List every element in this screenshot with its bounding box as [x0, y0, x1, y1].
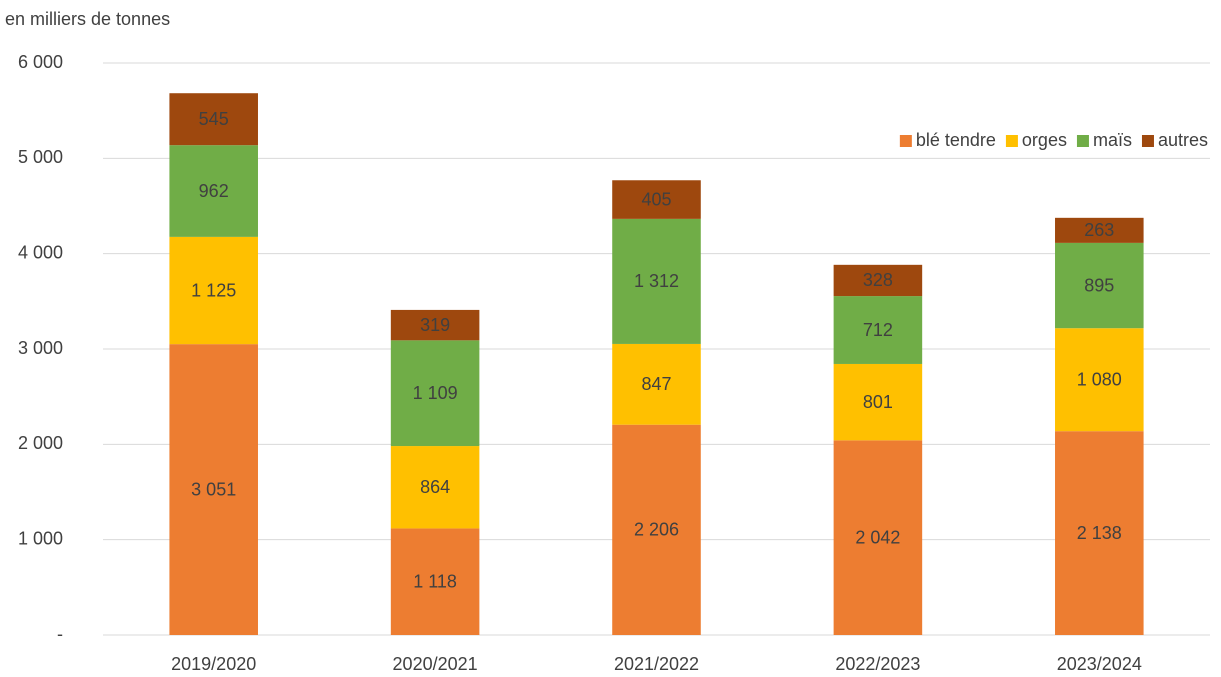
data-label: 405: [641, 189, 671, 209]
legend-swatch: [1076, 135, 1089, 147]
bar-segment: [1055, 328, 1144, 432]
y-tick-label: 6 000: [18, 52, 63, 72]
bar-segment: [833, 440, 923, 635]
y-tick-label: 1 000: [18, 528, 63, 548]
y-tick-label: 4 000: [18, 242, 63, 262]
legend-swatch: [1141, 135, 1154, 147]
bar-segment: [1055, 431, 1144, 635]
bar-segment: [612, 180, 701, 219]
data-label: 2 206: [634, 520, 679, 540]
bar-segment: [833, 363, 923, 441]
legend-label: autres: [1158, 130, 1208, 150]
bar-segment: [169, 93, 258, 146]
y-tick-label: 5 000: [18, 147, 63, 167]
data-label: 319: [420, 315, 450, 335]
bar-segment: [1055, 217, 1144, 243]
bar-segment: [169, 236, 258, 345]
data-label: 1 118: [413, 571, 457, 591]
legend-swatch: [899, 135, 912, 147]
data-label: 328: [863, 270, 893, 290]
bar-segment: [612, 343, 701, 425]
legend-label: blé tendre: [916, 130, 996, 150]
data-label: 962: [199, 181, 229, 201]
data-label: 895: [1084, 275, 1114, 295]
data-label: 263: [1084, 220, 1114, 240]
x-tick-label: 2020/2021: [393, 654, 478, 674]
bar-segment: [390, 309, 480, 341]
data-label: 864: [420, 477, 450, 497]
bar-segment: [833, 264, 923, 297]
data-label: 2 138: [1077, 523, 1122, 543]
data-label: 2 042: [855, 527, 900, 547]
bar-segment: [612, 218, 701, 344]
y-tick-label: 3 000: [18, 338, 63, 358]
bar-segment: [390, 446, 480, 529]
data-label: 1 080: [1077, 369, 1122, 389]
bar-segment: [390, 340, 480, 447]
y-tick-label: -: [57, 624, 63, 644]
data-label: 847: [641, 374, 671, 394]
data-label: 545: [199, 109, 229, 129]
data-label: 1 312: [634, 271, 679, 291]
bar-segment: [612, 424, 701, 635]
x-tick-label: 2023/2024: [1057, 654, 1142, 674]
y-axis-label: en milliers de tonnes: [5, 9, 170, 29]
x-tick-label: 2021/2022: [614, 654, 699, 674]
bar-segment: [169, 344, 258, 635]
data-label: 3 051: [191, 479, 236, 499]
data-label: 712: [863, 320, 893, 340]
data-label: 801: [863, 392, 893, 412]
x-tick-label: 2019/2020: [171, 654, 256, 674]
legend-swatch: [1005, 135, 1018, 147]
legend-label: orges: [1022, 130, 1067, 150]
bar-segment: [1055, 242, 1144, 329]
bar-segment: [833, 296, 923, 364]
x-tick-label: 2022/2023: [835, 654, 920, 674]
data-label: 1 125: [191, 280, 236, 300]
data-label: 1 109: [413, 383, 458, 403]
legend-label: maïs: [1093, 130, 1132, 150]
y-tick-label: 2 000: [18, 433, 63, 453]
bar-segment: [169, 145, 258, 237]
bar-segment: [390, 528, 480, 635]
